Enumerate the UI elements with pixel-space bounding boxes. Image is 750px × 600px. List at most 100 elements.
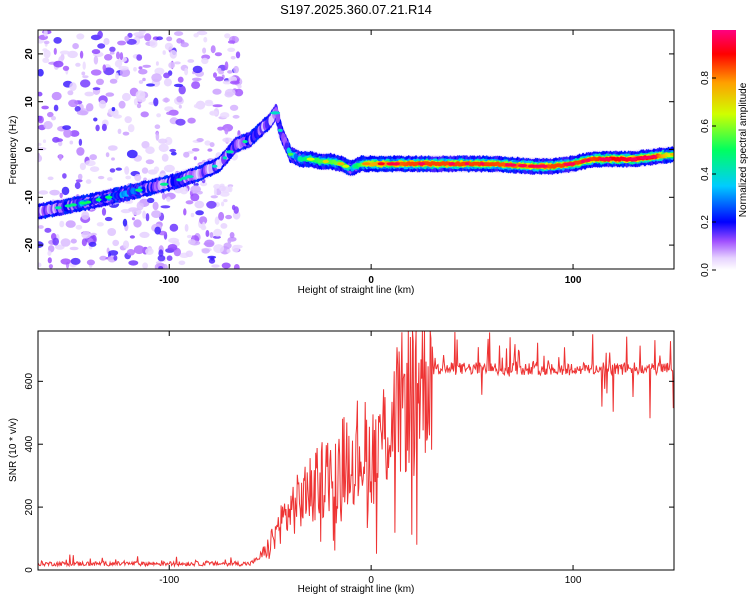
noise-blob bbox=[139, 231, 150, 238]
noise-blob bbox=[169, 49, 177, 59]
noise-blob bbox=[142, 210, 147, 219]
noise-blob bbox=[199, 216, 208, 225]
noise-blob bbox=[81, 211, 90, 220]
noise-blob bbox=[82, 75, 89, 79]
noise-blob bbox=[191, 77, 202, 82]
noise-blob bbox=[227, 70, 233, 74]
noise-blob bbox=[109, 78, 118, 84]
noise-blob bbox=[180, 42, 189, 48]
noise-blob bbox=[95, 124, 100, 132]
noise-blob bbox=[169, 148, 177, 153]
ridge-peak bbox=[361, 162, 371, 166]
noise-blob bbox=[43, 40, 50, 45]
noise-blob bbox=[63, 129, 72, 138]
noise-blob bbox=[145, 213, 150, 222]
ridge-peak bbox=[505, 163, 510, 167]
noise-blob bbox=[38, 91, 43, 97]
noise-blob bbox=[229, 232, 235, 239]
top-x-tick-label: 0 bbox=[368, 275, 374, 286]
ridge-peak bbox=[242, 140, 248, 144]
noise-blob bbox=[144, 33, 152, 42]
noise-blob bbox=[227, 40, 236, 44]
noise-blob bbox=[213, 187, 217, 196]
ridge-peak bbox=[322, 159, 329, 164]
ridge-cell bbox=[284, 142, 290, 149]
noise-blob bbox=[109, 168, 116, 173]
ridge-cell bbox=[141, 186, 146, 193]
noise-blob bbox=[194, 200, 205, 209]
noise-blob bbox=[226, 249, 231, 253]
noise-blob bbox=[119, 68, 131, 77]
noise-blob bbox=[205, 230, 210, 237]
noise-blob bbox=[133, 98, 138, 106]
noise-blob bbox=[42, 57, 50, 63]
ridge-peak bbox=[222, 156, 227, 160]
ridge-peak bbox=[211, 164, 218, 168]
noise-blob bbox=[145, 146, 155, 154]
noise-blob bbox=[196, 138, 204, 142]
noise-blob bbox=[55, 244, 65, 250]
snr-panel: -100 0 100 0 200 400 600 Height of straight l… bbox=[8, 330, 675, 595]
noise-blob bbox=[124, 35, 130, 42]
noise-blob bbox=[203, 36, 208, 43]
ridge-peak bbox=[135, 188, 143, 192]
noise-blob bbox=[61, 186, 70, 196]
ridge-peak bbox=[342, 164, 350, 168]
noise-blob bbox=[105, 152, 110, 158]
noise-blob bbox=[85, 103, 94, 112]
noise-blob bbox=[155, 61, 159, 66]
noise-blob bbox=[122, 208, 129, 213]
noise-blob bbox=[65, 220, 76, 228]
noise-blob bbox=[158, 138, 168, 144]
noise-blob bbox=[224, 88, 236, 96]
noise-blob bbox=[38, 154, 43, 163]
noise-blob bbox=[115, 72, 119, 80]
noise-blob bbox=[157, 255, 166, 262]
noise-blob bbox=[47, 111, 54, 118]
noise-blob bbox=[163, 72, 170, 79]
noise-blob bbox=[169, 223, 179, 232]
ridge-peak bbox=[277, 128, 283, 132]
ridge-peak bbox=[645, 155, 653, 159]
top-y-tick-label: 0 bbox=[24, 146, 35, 152]
ridge-peak bbox=[598, 157, 608, 161]
noise-blob bbox=[224, 61, 229, 71]
noise-blob bbox=[59, 50, 70, 55]
noise-blob bbox=[231, 204, 236, 211]
noise-blob bbox=[48, 264, 54, 269]
noise-blob bbox=[47, 257, 52, 264]
noise-blob bbox=[195, 210, 204, 216]
noise-blob bbox=[125, 175, 132, 180]
noise-blob bbox=[122, 218, 128, 227]
bottom-y-axis-label: SNR (10 * v/v) bbox=[8, 418, 19, 482]
noise-blob bbox=[170, 151, 177, 156]
noise-blob bbox=[56, 138, 63, 142]
colorbar-tick-label: 0.0 bbox=[700, 263, 711, 277]
noise-blob bbox=[53, 47, 57, 55]
ridge-peak bbox=[105, 195, 113, 199]
ridge-peak bbox=[270, 111, 281, 115]
noise-blob bbox=[223, 199, 228, 203]
noise-blob bbox=[38, 225, 44, 229]
noise-blob bbox=[93, 117, 98, 122]
noise-blob bbox=[213, 72, 217, 78]
noise-blob bbox=[163, 78, 172, 87]
noise-blob bbox=[193, 103, 201, 109]
noise-blob bbox=[191, 81, 201, 89]
noise-blob bbox=[99, 255, 108, 261]
ridge-peak bbox=[580, 159, 586, 164]
noise-blob bbox=[43, 30, 48, 37]
noise-blob bbox=[166, 111, 175, 116]
bottom-x-tick-label: -100 bbox=[159, 575, 179, 586]
noise-blob bbox=[154, 226, 161, 235]
noise-blob bbox=[188, 239, 196, 245]
noise-blob bbox=[78, 138, 83, 146]
noise-blob bbox=[228, 185, 233, 193]
noise-blob bbox=[59, 192, 63, 199]
noise-blob bbox=[227, 237, 232, 244]
noise-blob bbox=[138, 68, 148, 75]
noise-blob bbox=[166, 196, 171, 202]
noise-blob bbox=[191, 148, 200, 152]
noise-blob bbox=[158, 143, 169, 152]
